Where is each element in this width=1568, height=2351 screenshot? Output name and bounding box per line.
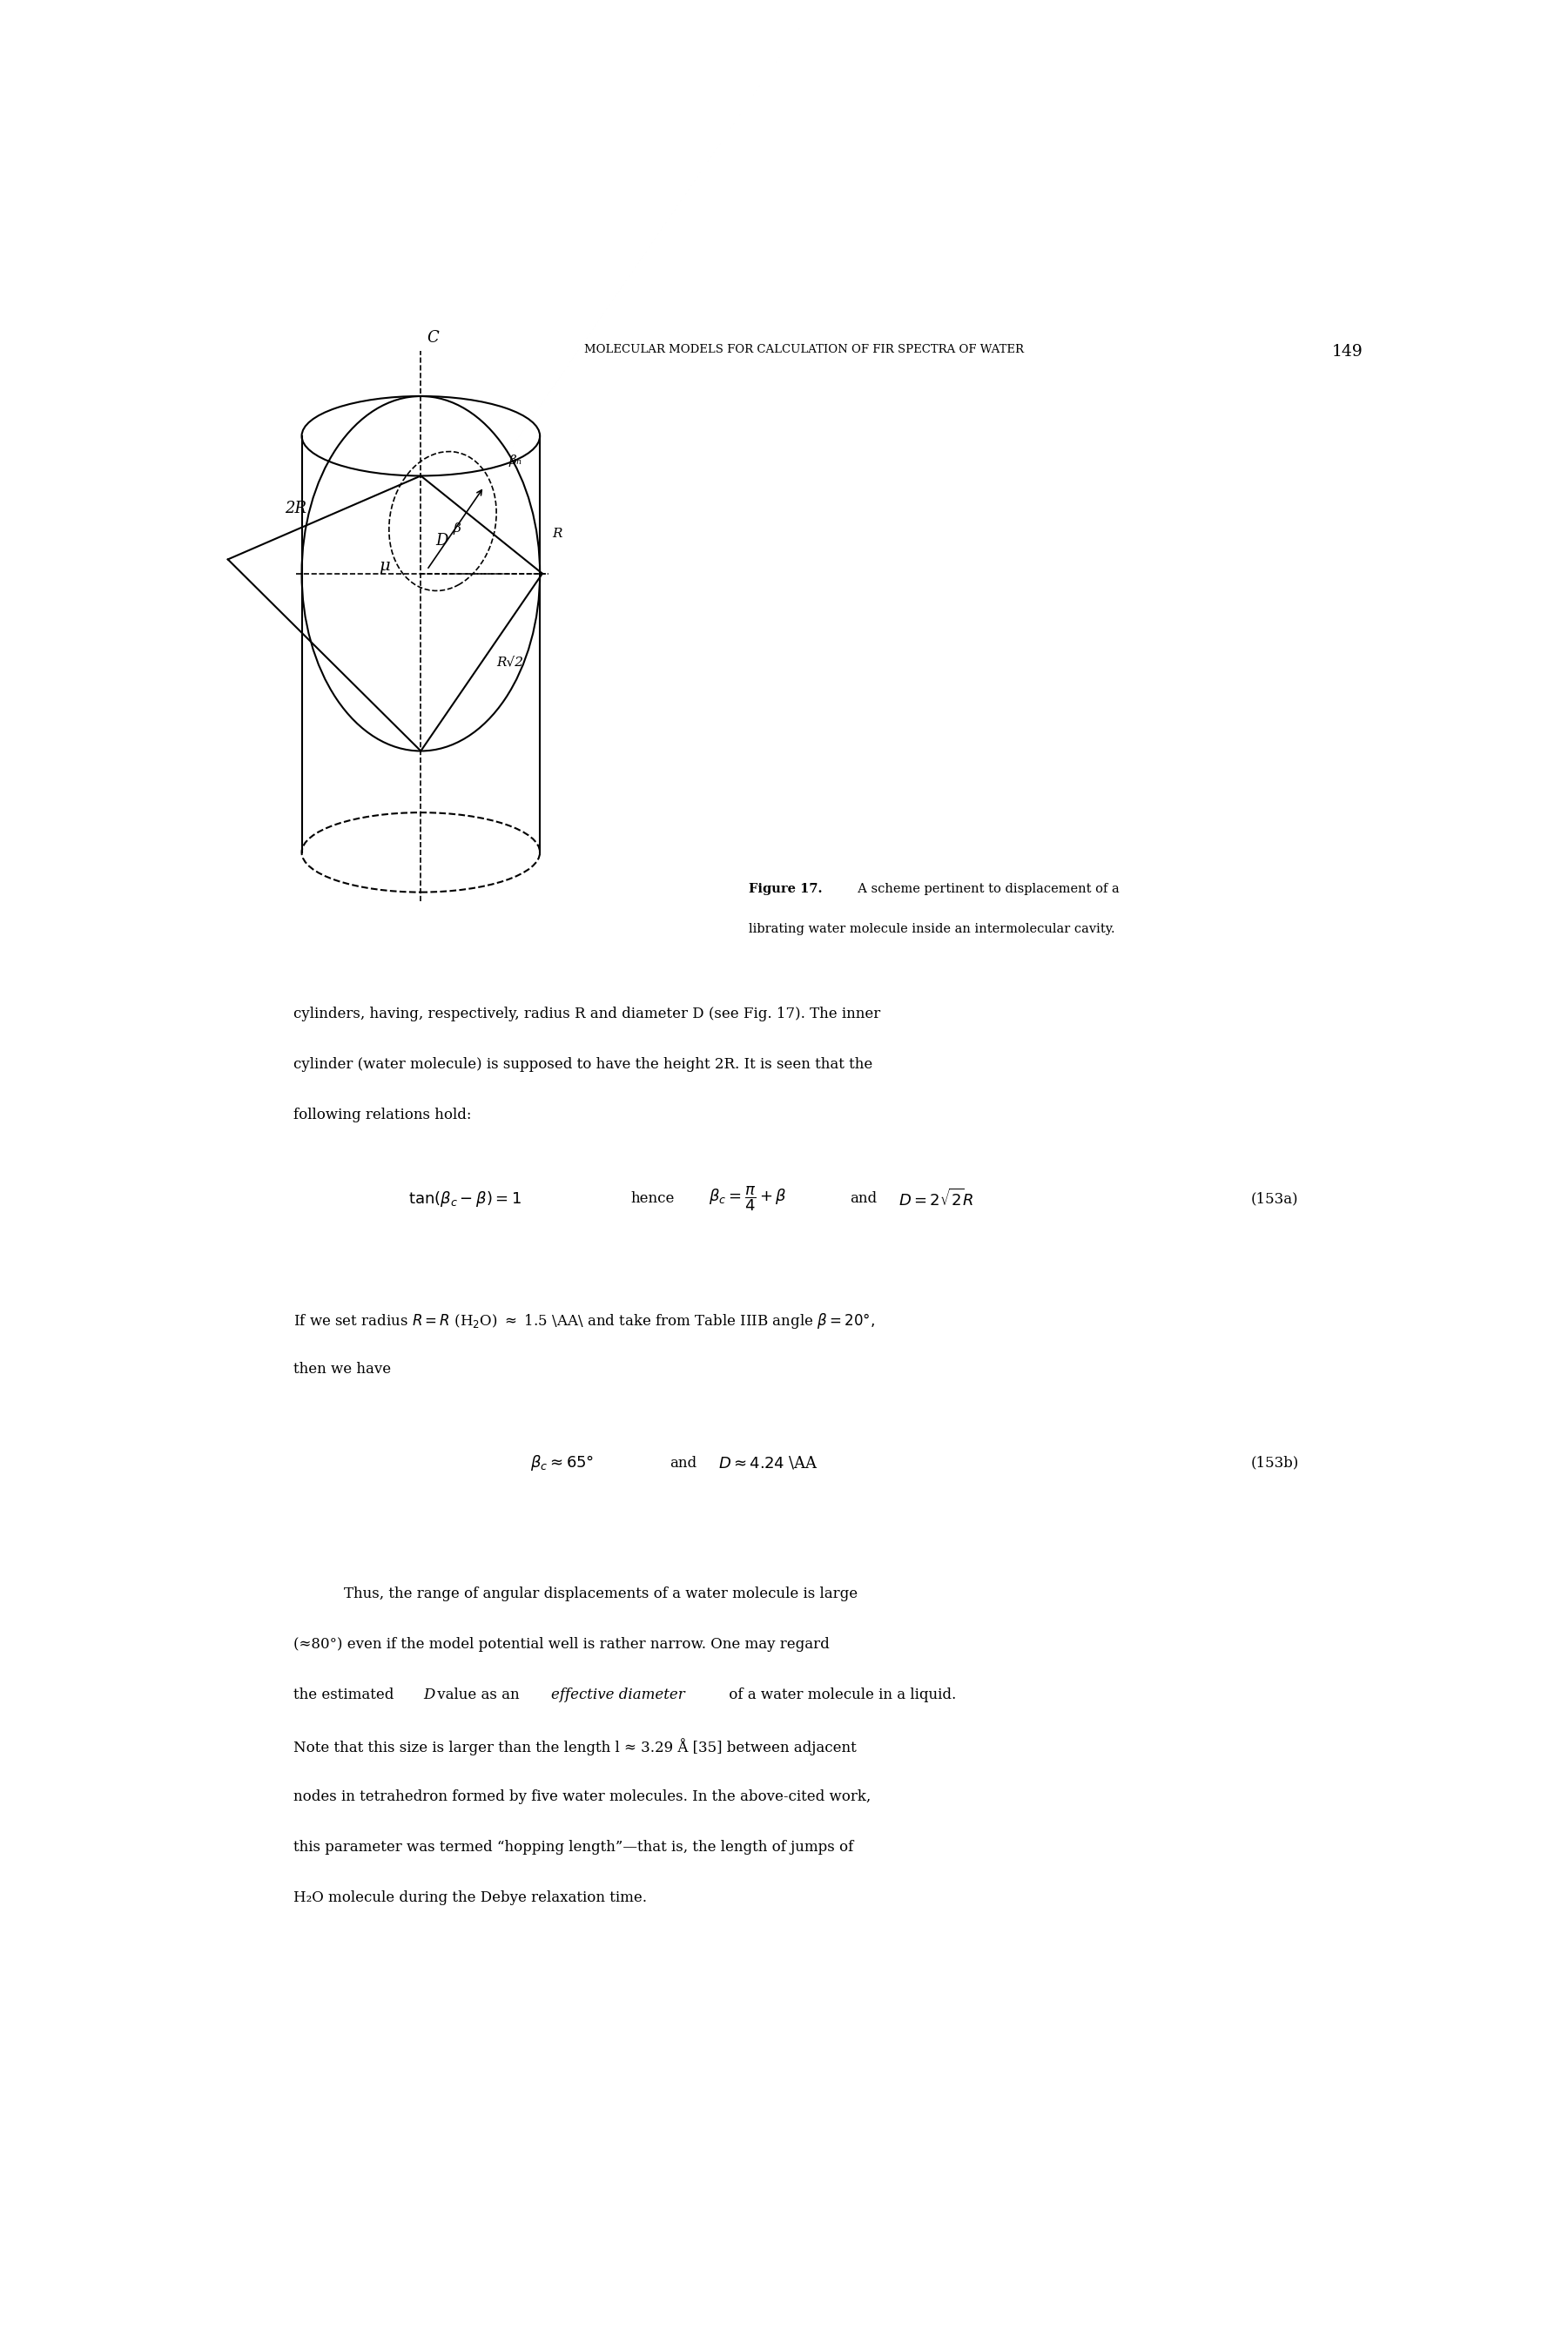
Text: H₂O molecule during the Debye relaxation time.: H₂O molecule during the Debye relaxation… [293,1890,646,1904]
Text: (≈80°) even if the model potential well is rather narrow. One may regard: (≈80°) even if the model potential well … [293,1636,829,1653]
Text: R: R [552,527,561,541]
Text: the estimated: the estimated [293,1688,398,1702]
Text: (153a): (153a) [1251,1192,1298,1206]
Text: then we have: then we have [293,1361,390,1378]
Text: nodes in tetrahedron formed by five water molecules. In the above-cited work,: nodes in tetrahedron formed by five wate… [293,1789,870,1803]
Text: A scheme pertinent to displacement of a: A scheme pertinent to displacement of a [850,884,1120,896]
Text: cylinders, having, respectively, radius R and diameter D (see Fig. 17). The inne: cylinders, having, respectively, radius … [293,1006,880,1020]
Text: hence: hence [630,1192,674,1206]
Text: 2R: 2R [284,501,306,517]
Text: R√2: R√2 [495,656,524,668]
Text: β: β [453,522,461,534]
Text: $\beta_c \approx 65°$: $\beta_c \approx 65°$ [530,1453,594,1472]
Text: cylinder (water molecule) is supposed to have the height 2R. It is seen that the: cylinder (water molecule) is supposed to… [293,1058,872,1072]
Text: of a water molecule in a liquid.: of a water molecule in a liquid. [724,1688,956,1702]
Text: this parameter was termed “hopping length”—that is, the length of jumps of: this parameter was termed “hopping lengt… [293,1841,853,1855]
Text: MOLECULAR MODELS FOR CALCULATION OF FIR SPECTRA OF WATER: MOLECULAR MODELS FOR CALCULATION OF FIR … [583,343,1024,355]
Text: value as an: value as an [433,1688,524,1702]
Text: D: D [436,534,448,548]
Text: Thus, the range of angular displacements of a water molecule is large: Thus, the range of angular displacements… [345,1587,858,1601]
Text: $D = 2\sqrt{2}R$: $D = 2\sqrt{2}R$ [898,1187,974,1208]
Text: Note that this size is larger than the length l ≈ 3.29 Å [35] between adjacent: Note that this size is larger than the l… [293,1737,856,1756]
Text: C: C [426,329,439,346]
Text: μ: μ [379,560,390,574]
Text: $\beta_c = \dfrac{\pi}{4} + \beta$: $\beta_c = \dfrac{\pi}{4} + \beta$ [709,1185,787,1213]
Text: Figure 17.: Figure 17. [750,884,823,896]
Text: 149: 149 [1333,343,1363,360]
Text: $\tan(\beta_c - \beta) = 1$: $\tan(\beta_c - \beta) = 1$ [409,1190,522,1208]
Text: effective diameter: effective diameter [550,1688,685,1702]
Text: and: and [850,1192,877,1206]
Text: D: D [423,1688,434,1702]
Text: (153b): (153b) [1251,1455,1298,1469]
Text: following relations hold:: following relations hold: [293,1107,472,1121]
Text: $D \approx 4.24$ \AA: $D \approx 4.24$ \AA [718,1455,818,1472]
Text: and: and [670,1455,698,1469]
Text: βₙ: βₙ [510,454,522,468]
Text: If we set radius $R = R$ (H$_2$O) $\approx$ 1.5 \AA\ and take from Table IIIB an: If we set radius $R = R$ (H$_2$O) $\appr… [293,1312,875,1331]
Text: librating water molecule inside an intermolecular cavity.: librating water molecule inside an inter… [750,924,1115,936]
